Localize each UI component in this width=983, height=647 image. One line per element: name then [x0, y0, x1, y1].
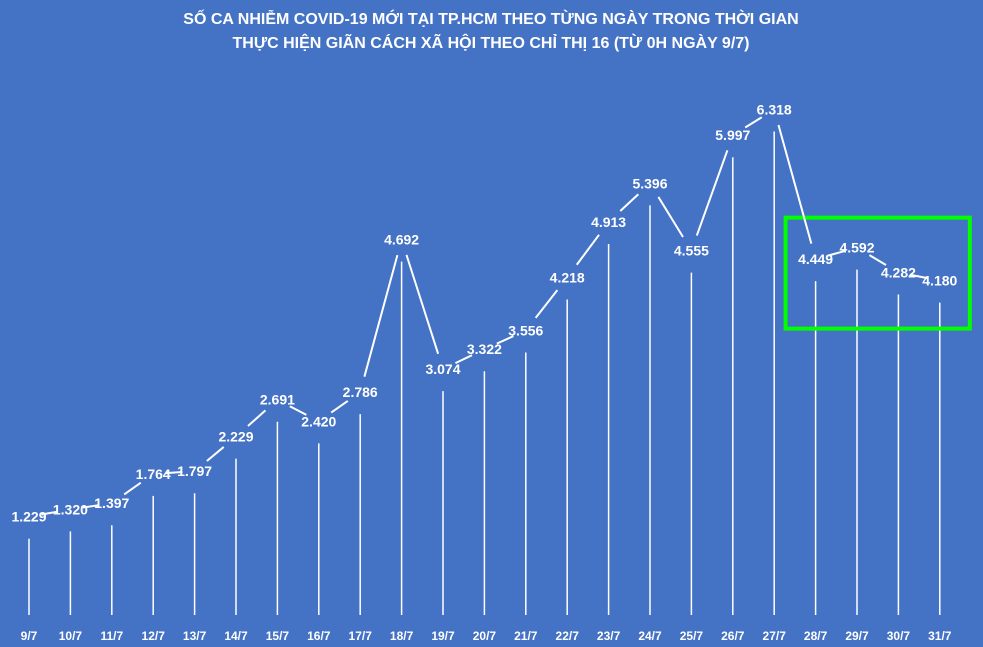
chart-title: SỐ CA NHIỄM COVID-19 MỚI TẠI TP.HCM THEO… [183, 8, 798, 28]
tick-label-26/7: 26/7 [721, 629, 745, 643]
tick-label-27/7: 27/7 [763, 629, 787, 643]
line-segment-27/7-28/7 [777, 124, 813, 244]
tick-label-24/7: 24/7 [638, 629, 662, 643]
line-segment-20/7-21/7 [496, 335, 514, 345]
data-label-9/7: 1.229 [11, 509, 46, 525]
data-label-17/7: 2.786 [343, 384, 378, 400]
tick-label-23/7: 23/7 [597, 629, 621, 643]
data-label-11/7: 1.397 [94, 495, 129, 511]
tick-label-22/7: 22/7 [556, 629, 580, 643]
line-segment-25/7-26/7 [695, 149, 729, 236]
line-segment-12/7-13/7 [165, 471, 183, 475]
data-label-15/7: 2.691 [260, 392, 295, 408]
line-segment-10/7-11/7 [82, 504, 100, 509]
tick-label-25/7: 25/7 [680, 629, 704, 643]
line-segment-17/7-18/7 [363, 254, 399, 377]
tick-label-18/7: 18/7 [390, 629, 414, 643]
data-labels: 1.229 1.320 1.397 1.764 1.797 2.229 2.691 2.420… [11, 102, 957, 525]
line-segment-29/7-30/7 [868, 254, 887, 266]
highlight-box [783, 215, 972, 331]
data-label-27/7: 6.318 [757, 102, 792, 118]
tick-label-10/7: 10/7 [59, 629, 83, 643]
tick-label-12/7: 12/7 [142, 629, 166, 643]
tick-label-14/7: 14/7 [224, 629, 248, 643]
line-segment-19/7-20/7 [454, 354, 473, 365]
data-label-30/7: 4.282 [881, 264, 916, 280]
data-label-22/7: 4.218 [550, 270, 585, 286]
data-label-29/7: 4.592 [839, 240, 874, 256]
line-segment-23/7-24/7 [619, 193, 639, 212]
line-segment-18/7-19/7 [405, 254, 440, 355]
data-label-23/7: 4.913 [591, 214, 626, 230]
line-segment-24/7-25/7 [657, 196, 684, 238]
tick-label-15/7: 15/7 [266, 629, 290, 643]
data-label-19/7: 3.074 [425, 361, 460, 377]
tick-label-29/7: 29/7 [845, 629, 869, 643]
series-line [41, 116, 928, 516]
x-axis-ticks: 9/7 10/7 11/7 12/7 13/7 14/7 15/7 16/7 17/7 18/7 1… [21, 629, 952, 643]
tick-label-30/7: 30/7 [887, 629, 911, 643]
chart-subtitle: THỰC HIỆN GIÃN CÁCH XÃ HỘI THEO CHỈ THỊ … [233, 32, 750, 52]
data-label-13/7: 1.797 [177, 463, 212, 479]
tick-label-31/7: 31/7 [928, 629, 952, 643]
line-segment-22/7-23/7 [575, 234, 600, 266]
tick-label-20/7: 20/7 [473, 629, 497, 643]
data-label-18/7: 4.692 [384, 232, 419, 248]
line-segment-21/7-22/7 [534, 289, 559, 319]
data-label-26/7: 5.997 [715, 127, 750, 143]
data-label-10/7: 1.320 [53, 501, 88, 517]
highlight-rect [783, 215, 972, 331]
line-segment-11/7-12/7 [123, 481, 142, 496]
line-segment-15/7-16/7 [289, 405, 307, 416]
line-segment-14/7-15/7 [247, 409, 267, 427]
data-label-20/7: 3.322 [467, 341, 502, 357]
data-label-24/7: 5.396 [632, 175, 667, 191]
line-segment-13/7-14/7 [206, 446, 225, 462]
tick-label-17/7: 17/7 [349, 629, 373, 643]
line-segment-26/7-27/7 [744, 116, 763, 129]
tick-label-13/7: 13/7 [183, 629, 207, 643]
data-label-28/7: 4.449 [798, 251, 833, 267]
data-label-31/7: 4.180 [922, 273, 957, 289]
data-label-21/7: 3.556 [508, 323, 543, 339]
data-label-12/7: 1.764 [136, 466, 171, 482]
line-segment-28/7-29/7 [827, 250, 845, 257]
tick-label-9/7: 9/7 [21, 629, 38, 643]
drop-lines [28, 131, 941, 615]
data-label-14/7: 2.229 [218, 429, 253, 445]
line-segment-16/7-17/7 [330, 400, 349, 414]
tick-label-19/7: 19/7 [431, 629, 455, 643]
data-label-25/7: 4.555 [674, 243, 709, 259]
tick-label-11/7: 11/7 [100, 629, 123, 643]
line-segment-9/7-10/7 [41, 510, 59, 516]
tick-label-28/7: 28/7 [804, 629, 828, 643]
tick-label-16/7: 16/7 [307, 629, 331, 643]
line-segment-30/7-31/7 [910, 273, 928, 280]
data-label-16/7: 2.420 [301, 413, 336, 429]
tick-label-21/7: 21/7 [514, 629, 538, 643]
